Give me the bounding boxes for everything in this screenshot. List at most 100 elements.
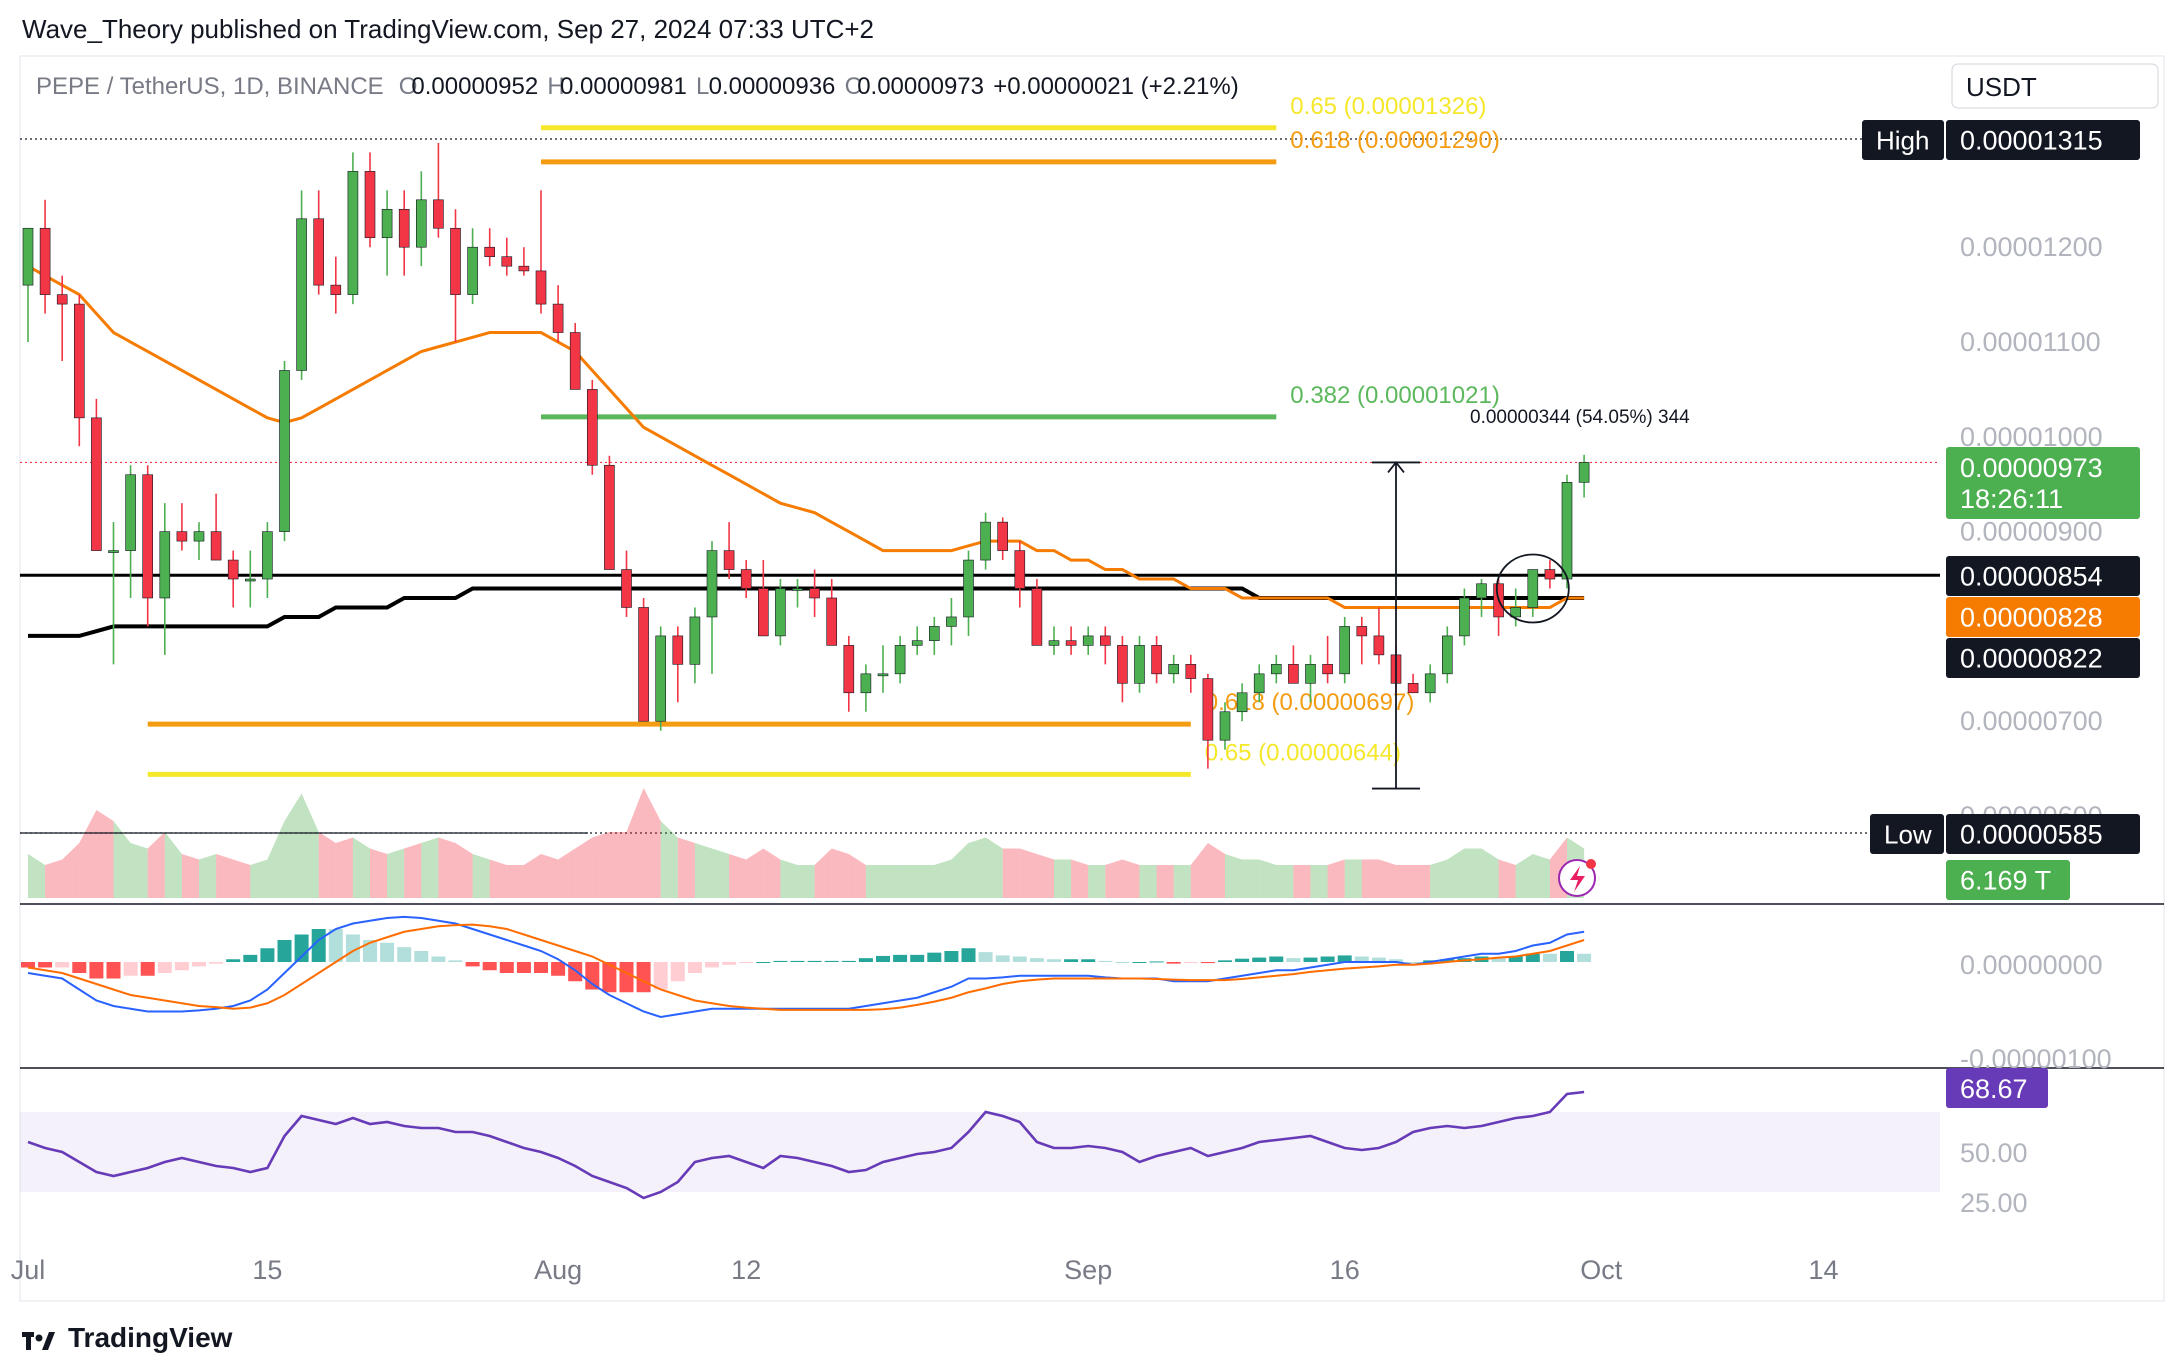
candle-body bbox=[364, 171, 376, 239]
volume-value-tag: 6.169 T bbox=[1960, 866, 2051, 896]
macd-histogram-bar bbox=[499, 962, 514, 973]
candle-body bbox=[484, 246, 496, 257]
macd-histogram-bar bbox=[944, 951, 959, 962]
macd-histogram-bar bbox=[226, 959, 241, 962]
legend-low: 0.00000936 bbox=[709, 73, 836, 100]
macd-histogram-bar bbox=[670, 962, 685, 982]
macd-histogram-bar bbox=[1371, 957, 1386, 962]
candle-body bbox=[792, 588, 803, 591]
volume-area-segment bbox=[1002, 848, 1020, 898]
volume-area-segment bbox=[62, 843, 80, 898]
macd-histogram-bar bbox=[260, 948, 275, 962]
candle-body bbox=[911, 640, 923, 646]
macd-histogram-bar bbox=[978, 952, 993, 962]
legend-open: 0.00000952 bbox=[411, 73, 538, 100]
tradingview-footer[interactable]: TradingView bbox=[22, 1322, 232, 1354]
volume-area-segment bbox=[677, 837, 695, 898]
volume-area-segment bbox=[1515, 854, 1533, 898]
candle-body bbox=[1373, 635, 1385, 656]
price-tick-label: 0.00001200 bbox=[1960, 232, 2103, 262]
volume-area-segment bbox=[1139, 865, 1157, 898]
volume-area-segment bbox=[164, 832, 182, 898]
candle-body bbox=[894, 645, 906, 675]
time-tick-label: 12 bbox=[731, 1255, 761, 1285]
volume-area-segment bbox=[318, 832, 336, 898]
volume-area-segment bbox=[455, 843, 473, 898]
macd-histogram-bar bbox=[602, 962, 617, 993]
volume-area-segment bbox=[763, 848, 781, 898]
volume-area-segment bbox=[1447, 848, 1465, 898]
candle-body bbox=[1544, 569, 1556, 580]
last-price-tag: 0.00000973 bbox=[1960, 453, 2103, 483]
volume-area-segment bbox=[79, 810, 97, 898]
candle-body bbox=[946, 616, 957, 627]
macd-histogram-bar bbox=[21, 962, 35, 968]
macd-histogram-bar bbox=[927, 952, 942, 962]
candle-body bbox=[74, 303, 85, 419]
measure-label: 0.00000344 (54.05%) 344 bbox=[1470, 407, 1690, 428]
macd-signal-line bbox=[27, 923, 1585, 1011]
macd-histogram-bar bbox=[1064, 959, 1079, 962]
candle-body bbox=[159, 531, 171, 599]
low-price-tag-bg bbox=[1946, 814, 2140, 854]
candle-body bbox=[535, 270, 547, 305]
candle-body bbox=[997, 521, 1009, 551]
volume-area-segment bbox=[250, 859, 268, 898]
rsi-lower-label: 25.00 bbox=[1960, 1188, 2028, 1218]
candle-body bbox=[227, 559, 239, 580]
volume-area-segment bbox=[404, 843, 422, 898]
volume-area-segment bbox=[694, 843, 712, 898]
candle-body bbox=[877, 673, 889, 677]
rsi-current-bg bbox=[1946, 1068, 2048, 1108]
macd-histogram-bar bbox=[619, 962, 634, 993]
fib-level-label: 0.65 (0.00001326) bbox=[1290, 93, 1486, 120]
currency-box bbox=[1951, 63, 2159, 109]
macd-histogram-bar bbox=[722, 962, 737, 965]
macd-histogram-bar bbox=[687, 962, 702, 973]
macd-histogram-bar bbox=[1166, 962, 1181, 964]
macd-histogram-bar bbox=[448, 960, 463, 962]
highlight-circle bbox=[1495, 553, 1570, 624]
volume-area-segment bbox=[831, 848, 849, 898]
candle-body bbox=[501, 256, 513, 267]
candle-body bbox=[142, 474, 153, 599]
macd-histogram-bar bbox=[157, 962, 172, 973]
legend-o-label: O bbox=[399, 73, 418, 100]
macd-histogram-bar bbox=[841, 960, 856, 962]
candle-body bbox=[1014, 550, 1026, 589]
macd-histogram-bar bbox=[328, 929, 343, 962]
volume-area-segment bbox=[438, 837, 456, 898]
macd-histogram-bar bbox=[482, 962, 497, 971]
volume-area-segment bbox=[1242, 859, 1260, 898]
volume-area-segment bbox=[1310, 865, 1328, 898]
candle-body bbox=[843, 645, 855, 694]
volume-area-segment bbox=[592, 832, 610, 898]
macd-histogram-bar bbox=[1235, 958, 1250, 962]
volume-area-segment bbox=[575, 837, 593, 898]
high-price-tag-bg bbox=[1946, 120, 2140, 160]
candle-body bbox=[1407, 683, 1419, 694]
candle-body bbox=[723, 550, 735, 570]
candle-body bbox=[279, 370, 290, 532]
volume-area-segment bbox=[301, 793, 319, 898]
macd-histogram-bar bbox=[790, 960, 805, 962]
volume-area-segment bbox=[506, 865, 524, 898]
macd-histogram-bar bbox=[277, 940, 292, 962]
candle-body bbox=[655, 635, 667, 722]
macd-histogram-bar bbox=[1320, 956, 1335, 962]
price-tick-label: 0.00000700 bbox=[1960, 706, 2103, 736]
volume-area-segment bbox=[1344, 859, 1362, 898]
candle-body bbox=[415, 199, 427, 248]
candle-body bbox=[262, 531, 273, 580]
candle-body bbox=[39, 227, 51, 295]
volume-area-segment bbox=[814, 848, 832, 898]
macd-histogram-bar bbox=[1525, 953, 1540, 962]
candle-body bbox=[296, 218, 307, 371]
candle-body bbox=[210, 531, 222, 561]
volume-area-segment bbox=[541, 854, 559, 898]
candle-body bbox=[313, 218, 325, 286]
volume-area-segment bbox=[28, 854, 46, 898]
candle-body bbox=[193, 531, 205, 542]
time-tick-label: 15 bbox=[252, 1255, 282, 1285]
